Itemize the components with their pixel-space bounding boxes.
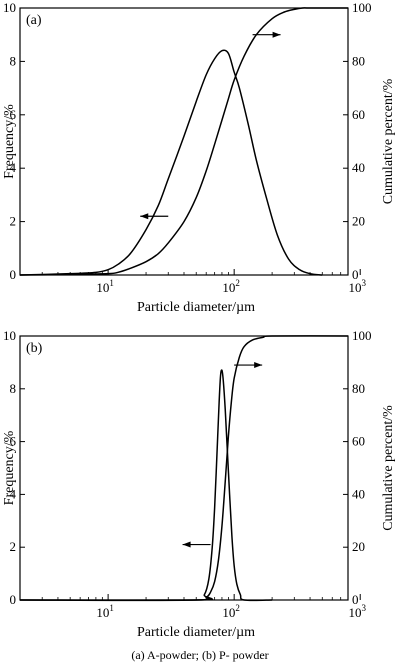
y-left-tick-label: 2 [10, 539, 17, 554]
y-right-tick-label: 0 [352, 592, 359, 607]
y-left-tick-label: 4 [10, 160, 17, 175]
panel-label: (a) [26, 13, 42, 28]
arrow-right-icon [234, 362, 263, 369]
y-right-axis-label: Cumulative percent/% [381, 405, 396, 531]
plot-frame [19, 335, 349, 601]
y-right-tick-label: 80 [352, 53, 365, 68]
y-left-tick-label: 0 [10, 592, 17, 607]
panel-label: (b) [26, 341, 43, 356]
y-left-tick-label: 2 [10, 214, 17, 229]
x-tick-label: 101 [96, 278, 114, 295]
y-left-tick-label: 6 [10, 434, 17, 449]
arrow-left-icon [182, 541, 211, 548]
frequency-curve [19, 369, 273, 602]
arrow-left-icon [140, 213, 169, 220]
plot-frame [19, 7, 349, 276]
x-tick-label: 102 [222, 603, 240, 620]
y-right-tick-label: 40 [352, 160, 365, 175]
y-right-axis-label: Cumulative percent/% [381, 78, 396, 204]
y-left-axis-label: Frequency/% [2, 430, 17, 505]
y-left-tick-label: 4 [10, 486, 17, 501]
arrow-right-icon [252, 31, 281, 38]
y-left-tick-label: 0 [10, 267, 17, 282]
y-left-axis-label: Frequency/% [2, 104, 17, 179]
y-right-tick-label: 0 [352, 267, 359, 282]
cumulative-curve [19, 335, 349, 601]
y-right-tick-label: 100 [352, 328, 372, 343]
y-right-tick-label: 100 [352, 0, 372, 15]
x-tick-label: 103 [348, 278, 366, 295]
x-tick-label: 102 [222, 278, 240, 295]
y-right-tick-label: 20 [352, 539, 365, 554]
y-left-tick-label: 10 [3, 0, 16, 15]
y-right-tick-label: 40 [352, 486, 365, 501]
x-axis-label: Particle diameter/µm [137, 300, 255, 315]
x-axis-label: Particle diameter/µm [137, 625, 255, 640]
y-left-tick-label: 8 [10, 381, 17, 396]
frequency-curve [19, 49, 323, 276]
x-tick-label: 103 [348, 603, 366, 620]
y-right-tick-label: 80 [352, 381, 365, 396]
x-tick-label: 101 [96, 603, 114, 620]
y-left-tick-label: 8 [10, 53, 17, 68]
y-left-tick-label: 10 [3, 328, 16, 343]
y-right-tick-label: 20 [352, 214, 365, 229]
y-left-tick-label: 6 [10, 107, 17, 122]
cumulative-curve [19, 7, 348, 276]
y-right-tick-label: 60 [352, 107, 365, 122]
figure-caption: (a) A-powder; (b) P- powder [131, 648, 269, 662]
y-right-tick-label: 60 [352, 434, 365, 449]
